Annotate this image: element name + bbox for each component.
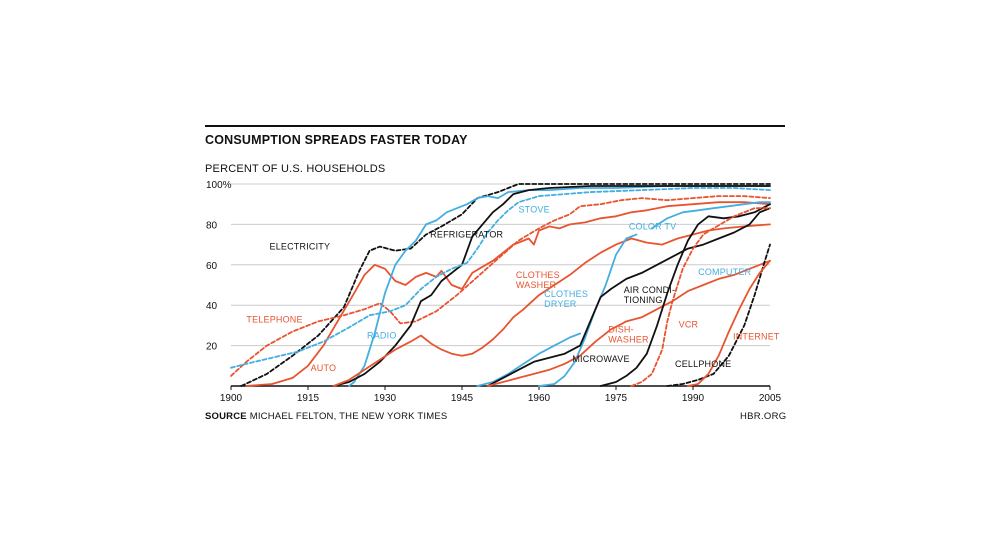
series-line-clothes-dryer — [476, 332, 581, 387]
source-label: SOURCE — [205, 411, 247, 422]
chart-title: CONSUMPTION SPREADS FASTER TODAY — [205, 133, 468, 147]
series-line-auto — [245, 201, 771, 387]
gridlines — [231, 183, 770, 387]
series-line-dishwasher — [486, 259, 771, 387]
series-label-clothes: CLOTHES — [516, 270, 560, 280]
series-line-internet — [687, 259, 771, 387]
series-line-vcr — [630, 207, 771, 387]
x-tick-label: 1975 — [605, 393, 628, 404]
series-label-stove: STOVE — [518, 204, 549, 214]
series-label-color-tv: COLOR TV — [629, 221, 676, 231]
series-label-clothes: CLOTHES — [544, 289, 588, 299]
top-rule — [205, 125, 785, 127]
series-line-air-conditioning — [486, 207, 771, 387]
series-label-vcr: VCR — [679, 319, 699, 329]
series-label-dish: DISH- — [608, 324, 634, 334]
series-line-clothes-washer — [332, 223, 771, 387]
x-tick-label: 1990 — [682, 393, 705, 404]
credit-text: HBR.ORG — [740, 411, 787, 422]
series-label-telephone: TELEPHONE — [246, 314, 302, 324]
series-line-stove — [230, 187, 771, 369]
series-line-radio — [348, 185, 771, 387]
series-label-internet: INTERNET — [733, 332, 780, 342]
series-line-telephone — [230, 195, 771, 377]
series-label-refrigerator: REFRIGERATOR — [430, 230, 503, 240]
axis-ticks: 100% 80 60 40 20 1900 1915 1930 1945 1960 1975 1990… — [206, 180, 782, 404]
series-label-microwave: MICROWAVE — [572, 354, 629, 364]
x-tick-label: 2005 — [759, 393, 782, 404]
series-label-computer: COMPUTER — [698, 267, 751, 277]
source-text: MICHAEL FELTON, THE NEW YORK TIMES — [249, 411, 448, 422]
y-tick-label: 100% — [206, 180, 232, 191]
y-tick-label: 80 — [206, 220, 218, 231]
series-line-cellphone — [666, 243, 771, 387]
source-note: SOURCE MICHAEL FELTON, THE NEW YORK TIME… — [205, 411, 447, 422]
y-tick-label: 40 — [206, 301, 218, 312]
series-label-cellphone: CELLPHONE — [675, 359, 731, 369]
x-tick-label: 1900 — [220, 393, 243, 404]
series-label-radio: RADIO — [367, 331, 397, 341]
series-label-tioning: TIONING — [624, 295, 663, 305]
series-label-washer: WASHER — [516, 280, 557, 290]
series-label-electricity: ELECTRICITY — [270, 242, 331, 252]
series-line-computer — [651, 201, 771, 230]
series-line-electricity — [240, 183, 771, 387]
series-label-air-condi: AIR CONDI- — [624, 285, 676, 295]
x-tick-label: 1960 — [528, 393, 551, 404]
series-lines — [230, 183, 771, 387]
series-labels: ELECTRICITY TELEPHONE AUTO RADIO REFRIGERATO… — [246, 204, 780, 373]
series-label-washer: WASHER — [608, 335, 649, 345]
series-label-dryer: DRYER — [544, 299, 577, 309]
x-tick-label: 1915 — [297, 393, 320, 404]
y-tick-label: 20 — [206, 342, 218, 353]
y-axis-label: PERCENT OF U.S. HOUSEHOLDS — [205, 163, 386, 175]
x-tick-label: 1945 — [451, 393, 474, 404]
series-label-auto: AUTO — [311, 363, 337, 373]
x-tick-label: 1930 — [374, 393, 397, 404]
y-tick-label: 60 — [206, 261, 218, 272]
